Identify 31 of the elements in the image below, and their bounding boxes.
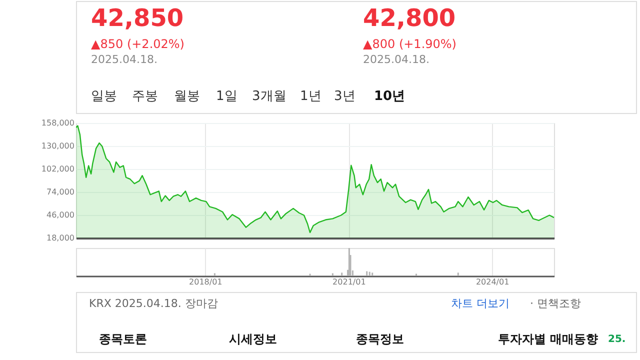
y-tick-label: 74,000 [46, 188, 74, 196]
text: 2025.04.18. [91, 53, 158, 66]
y-tick-label: 130,000 [41, 142, 74, 150]
text: 투자자별 매매동향 [498, 332, 598, 346]
text: 3년 [334, 89, 356, 104]
text: 2025.04.18. [363, 53, 430, 66]
x-tick-label: 2021/01 [332, 278, 366, 286]
text: 1년 [300, 89, 322, 104]
text: 차트 더보기 [451, 297, 510, 310]
y-tick-label: 46,000 [46, 210, 74, 220]
text: 42,850 [91, 4, 184, 32]
text: 1일 [216, 89, 238, 104]
text: 주봉 [132, 89, 158, 104]
text: 종목정보 [356, 332, 404, 346]
x-tick-label: 2018/01 [189, 278, 222, 286]
text: 종목토론 [99, 332, 147, 346]
x-tick-label: 2024/01 [476, 278, 510, 286]
text: ▲800 (+1.90%) [363, 37, 456, 51]
text: · 면책조항 [530, 297, 581, 310]
text: 일봉 [91, 89, 117, 104]
y-tick-label: 18,000 [46, 234, 74, 242]
text: 25. [608, 334, 626, 345]
y-tick-label: 158,000 [41, 118, 74, 128]
text: KRX 2025.04.18. 장마감 [89, 297, 218, 310]
text: ▲850 (+2.02%) [91, 37, 184, 51]
text: 10년 [374, 89, 406, 104]
y-tick-label: 102,000 [41, 164, 74, 174]
text: 42,800 [363, 4, 456, 32]
text: 월봉 [174, 89, 200, 104]
text: 시세정보 [229, 332, 277, 346]
text: 3개월 [252, 89, 286, 104]
